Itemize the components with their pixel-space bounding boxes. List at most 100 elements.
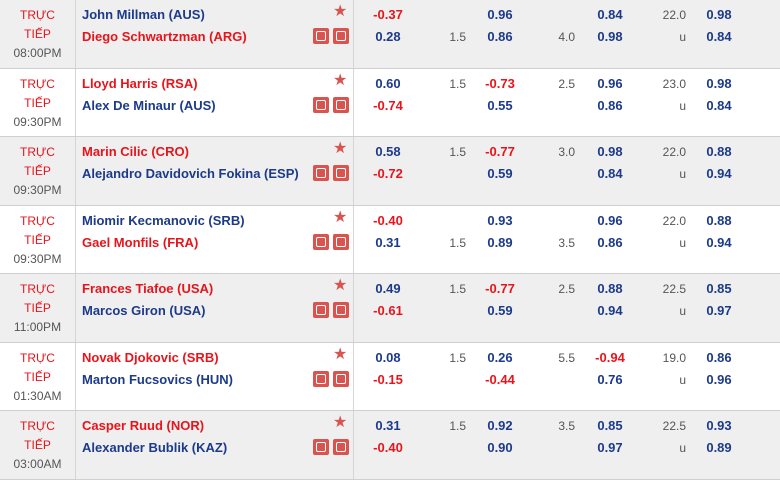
- odds-value[interactable]: 0.98: [597, 29, 623, 44]
- odds-value[interactable]: 0.84: [706, 97, 732, 113]
- player-name[interactable]: Frances Tiafoe (USA): [82, 281, 214, 297]
- odds-value[interactable]: 0.94: [706, 234, 732, 250]
- odds-value[interactable]: 0.96: [706, 371, 732, 387]
- player-name[interactable]: Casper Ruud (NOR): [82, 418, 205, 434]
- player-name[interactable]: Alex De Minaur (AUS): [82, 97, 216, 113]
- odds-value[interactable]: 0.86: [597, 234, 623, 250]
- odds-value[interactable]: 0.26: [487, 349, 513, 365]
- stats-icon[interactable]: [333, 165, 349, 182]
- player-name[interactable]: Lloyd Harris (RSA): [82, 75, 198, 91]
- score-icon[interactable]: [313, 302, 329, 319]
- odds-value[interactable]: -0.61: [373, 303, 403, 319]
- odds-value[interactable]: 0.97: [597, 440, 623, 456]
- odds-value[interactable]: -0.77: [485, 281, 515, 297]
- odds-value[interactable]: 0.97: [706, 303, 732, 319]
- odds-value[interactable]: -0.94: [595, 349, 625, 365]
- score-icon[interactable]: [313, 165, 329, 182]
- odds-value[interactable]: 0.59: [487, 303, 513, 319]
- live-status: TIẾP: [24, 369, 51, 384]
- odds-value[interactable]: 0.96: [597, 75, 623, 91]
- player-name[interactable]: Alexander Bublik (KAZ): [82, 440, 228, 456]
- player-name[interactable]: Marton Fucsovics (HUN): [82, 371, 233, 387]
- stats-icon[interactable]: [333, 233, 349, 250]
- odds-value[interactable]: 0.28: [375, 29, 401, 44]
- odds-value[interactable]: 0.59: [487, 166, 513, 182]
- odds-value[interactable]: -0.15: [373, 371, 403, 387]
- odds-value[interactable]: 0.94: [597, 303, 623, 319]
- odds-value[interactable]: 0.31: [375, 418, 401, 434]
- player-name[interactable]: John Millman (AUS): [82, 7, 205, 22]
- favorite-star[interactable]: ★: [333, 71, 348, 89]
- odds-value[interactable]: 0.92: [487, 418, 513, 434]
- handicap: u: [679, 372, 686, 387]
- match-time: 09:30PM: [13, 114, 62, 129]
- odds-value[interactable]: 0.84: [597, 7, 623, 22]
- handicap: 1.5: [449, 145, 466, 160]
- odds-value[interactable]: 0.60: [375, 75, 401, 91]
- odds-value[interactable]: 0.90: [487, 440, 513, 456]
- player-name[interactable]: Diego Schwartzman (ARG): [82, 29, 247, 44]
- odds-value[interactable]: 0.49: [375, 281, 401, 297]
- odds-value[interactable]: 0.96: [597, 212, 623, 228]
- player-name[interactable]: Marin Cilic (CRO): [82, 144, 189, 160]
- odds-value[interactable]: 0.58: [375, 144, 401, 160]
- odds-value[interactable]: 0.31: [375, 234, 401, 250]
- odds-value[interactable]: 0.98: [597, 144, 623, 160]
- score-icon[interactable]: [313, 96, 329, 113]
- odds-value[interactable]: 0.85: [706, 281, 732, 297]
- favorite-star[interactable]: ★: [333, 208, 348, 226]
- odds-value[interactable]: 0.84: [706, 29, 732, 44]
- score-icon[interactable]: [313, 370, 329, 387]
- stats-icon[interactable]: [333, 370, 349, 387]
- favorite-star[interactable]: ★: [333, 345, 348, 363]
- handicap: 5.5: [558, 350, 575, 365]
- odds-value[interactable]: -0.37: [373, 7, 403, 22]
- icon-inner: [316, 31, 326, 41]
- odds-value[interactable]: -0.40: [373, 212, 403, 228]
- odds-value[interactable]: 0.93: [706, 418, 732, 434]
- stats-icon[interactable]: [333, 302, 349, 319]
- handicap: 22.0: [662, 8, 686, 22]
- stats-icon[interactable]: [333, 439, 349, 456]
- score-icon[interactable]: [313, 28, 329, 44]
- odds-value[interactable]: 0.88: [597, 281, 623, 297]
- odds-value[interactable]: 0.86: [706, 349, 732, 365]
- player-name[interactable]: Gael Monfils (FRA): [82, 234, 199, 250]
- favorite-star[interactable]: ★: [333, 140, 348, 158]
- favorite-star[interactable]: ★: [333, 414, 348, 432]
- odds-value[interactable]: -0.77: [485, 144, 515, 160]
- live-status: TRỰC: [20, 282, 55, 297]
- odds-value[interactable]: -0.72: [373, 166, 403, 182]
- odds-value[interactable]: 0.98: [706, 75, 732, 91]
- favorite-star[interactable]: ★: [333, 277, 348, 295]
- odds-value[interactable]: 0.86: [597, 97, 623, 113]
- odds-value[interactable]: -0.44: [485, 371, 515, 387]
- odds-value[interactable]: 0.98: [706, 7, 732, 22]
- odds-value[interactable]: 0.88: [706, 144, 732, 160]
- odds-value[interactable]: 0.84: [597, 166, 623, 182]
- odds-value[interactable]: 0.93: [487, 212, 513, 228]
- stats-icon[interactable]: [333, 96, 349, 113]
- odds-value[interactable]: -0.40: [373, 440, 403, 456]
- odds-value[interactable]: 0.86: [487, 29, 513, 44]
- odds-value[interactable]: 0.96: [487, 7, 513, 22]
- player-name[interactable]: Marcos Giron (USA): [82, 303, 206, 319]
- score-icon[interactable]: [313, 233, 329, 250]
- odds-value[interactable]: -0.73: [485, 75, 515, 91]
- odds-value[interactable]: 0.85: [597, 418, 623, 434]
- favorite-star[interactable]: ★: [333, 3, 348, 20]
- odds-value[interactable]: 0.08: [375, 349, 401, 365]
- odds-value[interactable]: 0.94: [706, 166, 732, 182]
- score-icon[interactable]: [313, 439, 329, 456]
- odds-value[interactable]: 0.76: [597, 371, 623, 387]
- odds-value[interactable]: 0.88: [706, 212, 732, 228]
- stats-icon[interactable]: [333, 28, 349, 44]
- player-name[interactable]: Alejandro Davidovich Fokina (ESP): [82, 166, 299, 182]
- odds-value[interactable]: -0.74: [373, 97, 403, 113]
- player-name[interactable]: Miomir Kecmanovic (SRB): [82, 212, 245, 228]
- player-name[interactable]: Novak Djokovic (SRB): [82, 349, 219, 365]
- handicap: 23.0: [662, 76, 686, 91]
- odds-value[interactable]: 0.89: [706, 440, 732, 456]
- odds-value[interactable]: 0.55: [487, 97, 513, 113]
- odds-value[interactable]: 0.89: [487, 234, 513, 250]
